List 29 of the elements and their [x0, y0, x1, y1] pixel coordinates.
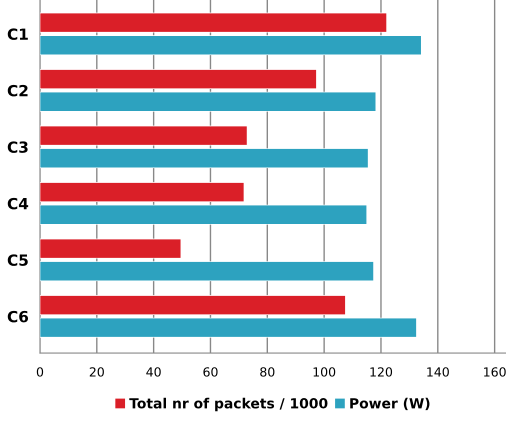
x-tick-label: 140	[427, 367, 449, 377]
y-tick-label: C5	[8, 254, 28, 266]
y-tick-label: C3	[8, 141, 28, 153]
x-tick-label: 0	[36, 367, 44, 377]
y-tick-label: C2	[8, 84, 28, 96]
y-tick-label: C4	[8, 198, 28, 210]
x-tick-label: 100	[314, 367, 336, 377]
x-tick-label: 160	[484, 367, 506, 377]
y-tick-label: C1	[8, 28, 28, 40]
x-tick-label: 60	[203, 367, 218, 377]
x-tick-label: 80	[260, 367, 274, 377]
bar	[40, 12, 387, 33]
bar	[40, 35, 422, 56]
bar	[40, 204, 368, 225]
x-tick-label: 120	[370, 367, 392, 377]
bar	[40, 318, 417, 338]
bar	[40, 126, 248, 146]
bar	[40, 92, 376, 112]
y-tick-label: C6	[8, 310, 28, 322]
bar	[40, 69, 317, 90]
bar	[40, 238, 182, 259]
x-tick-label: 40	[146, 367, 161, 377]
bar	[40, 148, 369, 168]
bar	[40, 261, 374, 282]
bar	[40, 295, 346, 316]
legend-label: Power (W)	[350, 398, 430, 410]
bar	[40, 182, 244, 202]
x-tick-label: 20	[90, 367, 104, 377]
legend-label: Total nr of packets / 1000	[129, 398, 328, 412]
